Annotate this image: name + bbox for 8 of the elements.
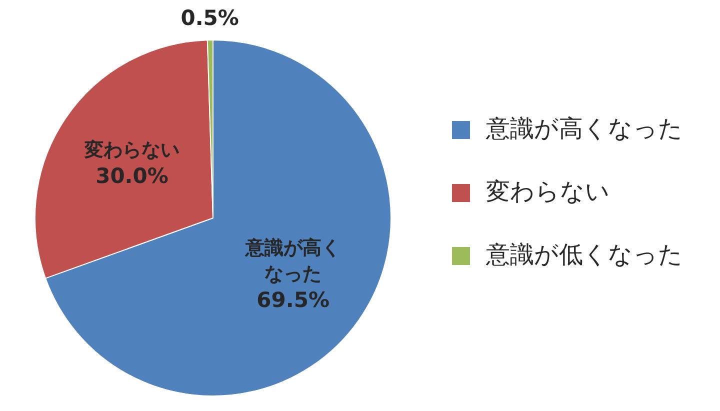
legend-label: 変わらない: [486, 178, 610, 206]
data-label: 69.5%: [256, 287, 330, 314]
legend-label: 意識が高くなった: [485, 114, 683, 143]
slice-label: 変わらない: [84, 138, 180, 163]
legend-label: 意識が低くなった: [485, 240, 683, 269]
slice-label: 意識が高くなった: [244, 236, 342, 288]
data-label: 0.5%: [180, 5, 239, 32]
data-label: 30.0%: [96, 162, 168, 189]
